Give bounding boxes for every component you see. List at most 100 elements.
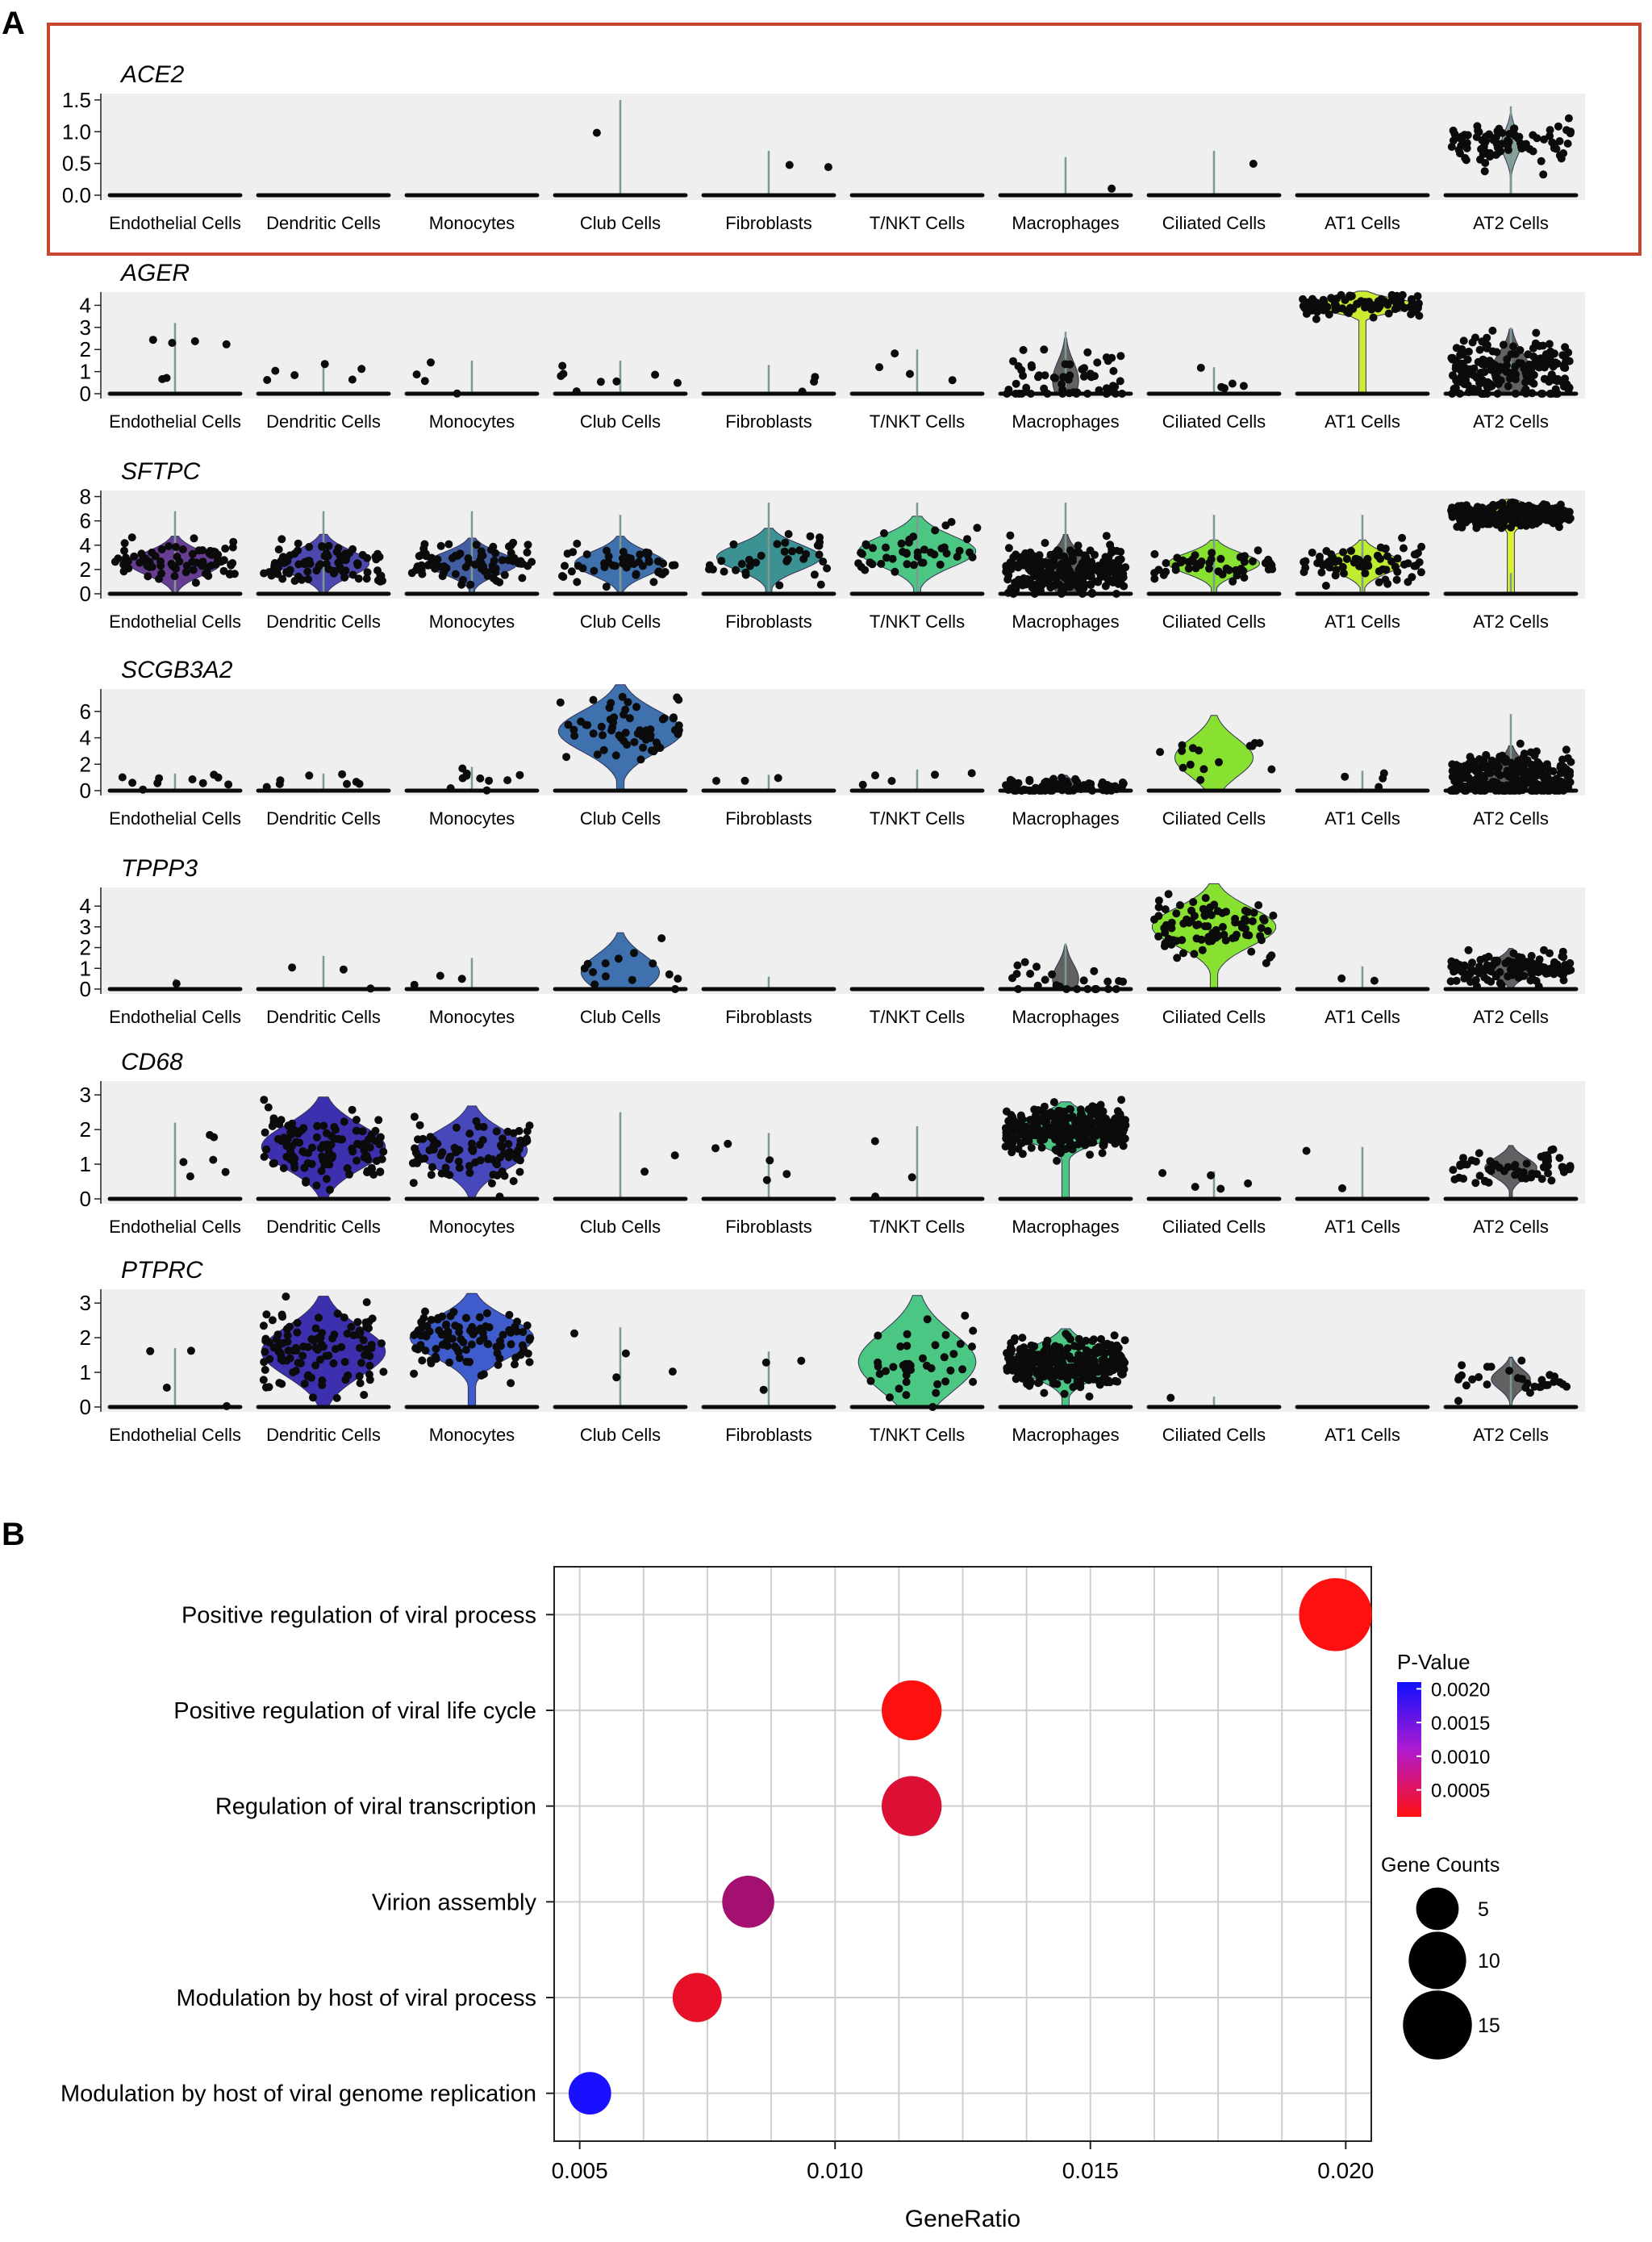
data-point — [1534, 982, 1543, 991]
x-tick-label: Macrophages — [1012, 1007, 1119, 1027]
data-point — [619, 548, 628, 556]
data-point — [433, 555, 442, 564]
data-point — [1454, 1375, 1462, 1384]
data-point — [1022, 580, 1030, 589]
data-point — [1112, 546, 1121, 555]
term-dot — [568, 2072, 611, 2115]
data-point — [1179, 949, 1187, 958]
x-tick-label: Endothelial Cells — [109, 213, 241, 233]
data-point — [489, 542, 498, 551]
violin-dendritic-cells: Dendritic Cells — [256, 1292, 391, 1445]
data-point — [316, 1334, 325, 1342]
data-point — [290, 371, 299, 379]
data-point — [303, 1372, 312, 1380]
data-point — [896, 1342, 905, 1351]
data-point — [348, 375, 357, 384]
data-point — [365, 1361, 374, 1370]
x-tick-label: Dendritic Cells — [266, 411, 381, 432]
data-point — [1032, 962, 1041, 971]
data-point — [902, 1378, 911, 1386]
data-point — [1517, 1174, 1526, 1183]
violin-ciliated-cells: Ciliated Cells — [1146, 515, 1282, 632]
data-point — [1522, 521, 1530, 530]
data-point — [1249, 160, 1258, 168]
data-point — [621, 1349, 630, 1358]
data-point — [1448, 353, 1457, 362]
x-tick-label: AT2 Cells — [1473, 612, 1549, 632]
data-point — [1491, 762, 1500, 770]
data-point — [484, 1340, 493, 1349]
data-point — [1032, 555, 1041, 564]
data-point — [427, 559, 436, 568]
data-point — [659, 559, 668, 568]
violin-macrophages: Macrophages — [998, 1096, 1133, 1237]
data-point — [1491, 369, 1500, 378]
x-tick-label: AT2 Cells — [1473, 411, 1549, 432]
data-point — [1112, 590, 1120, 598]
data-point — [1100, 1348, 1109, 1357]
data-point — [1028, 1363, 1037, 1372]
data-point — [331, 1345, 340, 1354]
data-point — [148, 336, 157, 344]
violin-at2-cells: AT2 Cells — [1443, 1145, 1579, 1237]
data-point — [823, 564, 832, 573]
data-point — [1517, 767, 1526, 775]
data-point — [913, 548, 922, 557]
data-point — [1518, 506, 1527, 515]
data-point — [1241, 552, 1249, 561]
data-point — [1156, 748, 1165, 757]
violin-plot-scgb3a2: SCGB3A2 0 246 Endothelial Cells Dendritic Ce… — [80, 657, 1585, 829]
data-point — [1537, 1376, 1546, 1384]
x-tick-label: Ciliated Cells — [1162, 1217, 1266, 1237]
data-point — [410, 1113, 419, 1121]
data-point — [674, 378, 682, 387]
data-point — [1084, 781, 1093, 789]
data-point — [1228, 379, 1237, 388]
data-point — [1472, 778, 1481, 786]
data-point — [599, 731, 607, 740]
data-point — [940, 1353, 949, 1362]
data-point — [1393, 567, 1402, 576]
data-point — [315, 1355, 324, 1364]
x-tick-label: Endothelial Cells — [109, 1217, 241, 1237]
data-point — [1068, 1112, 1077, 1121]
data-point — [1454, 145, 1463, 154]
data-point — [323, 1175, 331, 1184]
data-point — [1113, 1377, 1122, 1386]
x-tick-label: Macrophages — [1012, 213, 1119, 233]
data-point — [1199, 765, 1208, 774]
x-tick-label: 0.020 — [1317, 2158, 1374, 2183]
data-point — [318, 1380, 327, 1389]
data-point — [1267, 765, 1276, 774]
data-point — [899, 1361, 907, 1370]
data-point — [1325, 310, 1333, 319]
data-point — [292, 1138, 301, 1146]
x-tick-label: Club Cells — [580, 1425, 661, 1445]
data-point — [1504, 1163, 1512, 1171]
data-point — [1312, 315, 1320, 324]
data-point — [1076, 1110, 1085, 1119]
y-tick-label: 0 — [80, 1395, 91, 1419]
violin-monocytes: Monocytes — [404, 358, 540, 432]
data-point — [1564, 774, 1573, 783]
data-point — [338, 770, 347, 779]
data-point — [365, 1370, 373, 1379]
data-point — [1074, 1140, 1083, 1149]
data-point — [1549, 508, 1558, 517]
data-point — [784, 530, 793, 538]
data-point — [358, 1127, 367, 1136]
violin-plot-ace2: ACE2 0.0 0.5 1.0 1.5 Endothelial Cells Dendrit… — [47, 23, 1642, 256]
data-point — [1118, 390, 1126, 398]
data-point — [903, 1330, 912, 1338]
data-point — [1489, 782, 1498, 791]
data-point — [271, 366, 280, 375]
data-point — [1558, 1380, 1567, 1388]
data-point — [1505, 374, 1514, 383]
data-point — [1006, 531, 1015, 540]
data-point — [628, 975, 636, 984]
data-point — [1458, 966, 1466, 975]
y-tick-label: 4 — [80, 533, 91, 557]
plot-background — [101, 689, 1585, 795]
data-point — [1168, 937, 1177, 946]
data-point — [303, 567, 312, 576]
